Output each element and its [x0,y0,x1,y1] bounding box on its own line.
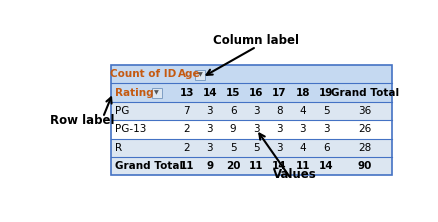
Text: 2: 2 [183,143,190,153]
Text: 5: 5 [322,106,328,116]
Bar [195,70,205,80]
Text: 28: 28 [357,143,371,153]
Text: 4: 4 [299,106,305,116]
Text: 90: 90 [357,161,371,171]
Text: 3: 3 [206,124,213,134]
Text: 14: 14 [318,161,333,171]
Text: 14: 14 [272,161,286,171]
Text: 6: 6 [322,143,328,153]
Text: Values: Values [272,168,316,181]
Text: Age: Age [178,69,200,79]
Text: 15: 15 [226,88,240,98]
Bar [111,120,391,139]
Text: 18: 18 [295,88,309,98]
Text: ▼: ▼ [198,72,202,77]
Text: 3: 3 [276,124,283,134]
Text: Count of ID: Count of ID [110,69,176,79]
Text: Row label: Row label [49,114,114,127]
Text: 4: 4 [299,143,305,153]
Text: Grand Total: Grand Total [114,161,182,171]
Text: 3: 3 [206,106,213,116]
Text: 5: 5 [252,143,259,153]
Bar [111,65,391,175]
Text: 9: 9 [229,124,236,134]
Text: R: R [114,143,121,153]
Text: 2: 2 [183,124,190,134]
Text: 3: 3 [299,124,305,134]
Text: 13: 13 [179,88,194,98]
Text: 36: 36 [357,106,371,116]
Text: 3: 3 [322,124,328,134]
Text: 3: 3 [252,106,259,116]
Text: PG-13: PG-13 [114,124,145,134]
Bar [111,83,391,102]
Text: 20: 20 [226,161,240,171]
Text: PG: PG [114,106,129,116]
Text: 9: 9 [206,161,213,171]
Text: 19: 19 [318,88,332,98]
Text: 5: 5 [229,143,236,153]
Text: 3: 3 [206,143,213,153]
Text: 3: 3 [276,143,283,153]
Text: 7: 7 [183,106,190,116]
Text: ▼: ▼ [154,90,159,95]
Bar [152,88,162,98]
Text: 8: 8 [276,106,283,116]
Bar [111,102,391,120]
Text: 6: 6 [229,106,236,116]
Text: 16: 16 [248,88,263,98]
Text: 17: 17 [272,88,286,98]
Text: 11: 11 [248,161,263,171]
Text: 3: 3 [252,124,259,134]
Bar [111,139,391,157]
Bar [111,157,391,175]
Bar [111,65,391,83]
Text: Rating: Rating [114,88,153,98]
Text: Grand Total: Grand Total [330,88,398,98]
Text: 14: 14 [202,88,217,98]
Text: 11: 11 [179,161,194,171]
Text: 26: 26 [357,124,371,134]
Text: 11: 11 [295,161,309,171]
Text: Column label: Column label [213,34,299,47]
